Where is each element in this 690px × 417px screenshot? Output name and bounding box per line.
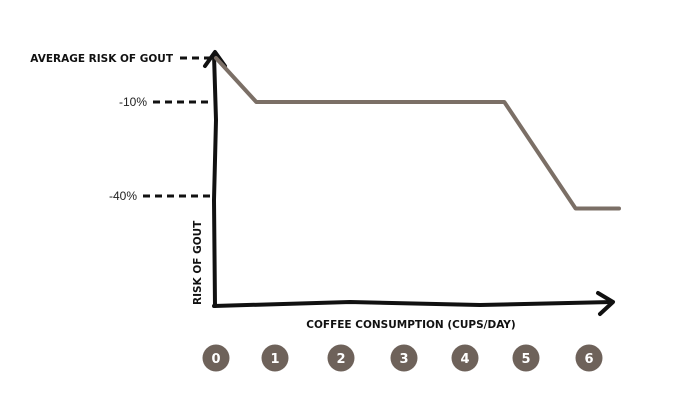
x-tick-badge [327,344,355,372]
x-tick-label: 4 [460,352,469,367]
x-tick-badge [390,344,418,372]
x-tick-badge [512,344,540,372]
x-tick-label: 3 [399,352,408,367]
y-axis-label: RISK OF GOUT [192,220,204,305]
y-tick-label: -40% [109,189,137,203]
x-axis-label: COFFEE CONSUMPTION (CUPS/DAY) [306,319,515,331]
y-axis [211,53,219,308]
x-tick-badge [575,344,603,372]
x-tick-label: 0 [211,352,220,367]
x-tick-badge [202,344,230,372]
y-tick-label: -10% [119,95,147,109]
series-line [214,56,621,211]
x-tick-badge [261,344,289,372]
x-tick-label: 6 [584,352,593,367]
x-tick-label: 2 [336,352,345,367]
x-tick-label: 1 [270,352,279,367]
x-axis-arrowhead [596,291,615,316]
y-tick-label: AVERAGE RISK OF GOUT [30,53,174,65]
x-tick-label: 5 [521,352,530,367]
x-tick-badge [451,344,479,372]
x-axis [212,299,614,308]
